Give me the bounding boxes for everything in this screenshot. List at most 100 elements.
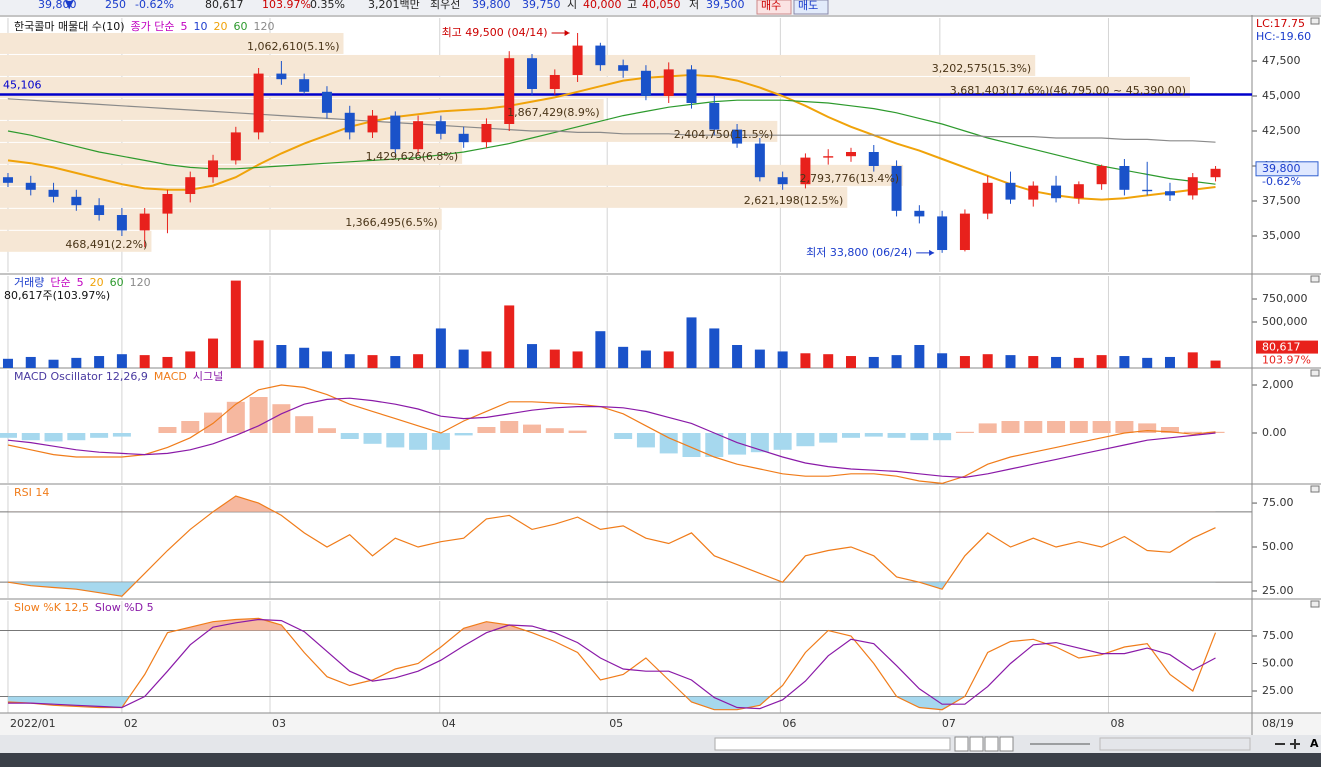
candle-body: [276, 73, 287, 80]
volume-profile-label: 1,429,626(6.8%): [366, 150, 459, 163]
right-axis-area: [1252, 15, 1321, 735]
y-tick-label: 50.00: [1262, 656, 1294, 669]
sell-button-label: 매도: [798, 0, 818, 12]
volume-bar: [162, 356, 173, 368]
oscillator-bar: [340, 433, 359, 440]
legend-entry: 시그널: [193, 370, 223, 383]
candle-body: [1187, 177, 1198, 196]
sell-button[interactable]: [793, 0, 829, 15]
nav-button[interactable]: [969, 736, 984, 752]
volume-profile-label: 3,202,575(15.3%): [932, 62, 1032, 75]
candle-body: [595, 45, 606, 66]
oscillator-bar: [1138, 423, 1157, 434]
nav-button[interactable]: [984, 736, 999, 752]
volume-bar: [413, 354, 424, 368]
candle-body: [982, 182, 993, 214]
legend-entry: Slow %D 5: [95, 601, 154, 614]
volume-profile-label: 1,867,429(8.9%): [507, 106, 600, 119]
oscillator-bar: [1069, 421, 1088, 434]
volume-profile-label: 468,491(2.2%): [65, 238, 147, 251]
candle-body: [1119, 166, 1130, 190]
volume-bar: [253, 340, 264, 368]
candle-body: [1164, 191, 1175, 196]
scroll-track[interactable]: [714, 737, 951, 751]
panel-corner-icon[interactable]: [1310, 17, 1320, 25]
oscillator-bar: [636, 433, 655, 448]
x-axis-area: [0, 713, 1321, 735]
volume-bar: [435, 328, 446, 368]
candle-body: [1142, 189, 1153, 192]
oscillator-bar: [1115, 421, 1134, 434]
candle-body: [139, 213, 150, 231]
header-value: 0.35%: [310, 0, 345, 11]
candle-body: [94, 205, 105, 216]
volume-bar: [868, 356, 879, 368]
oversold-fill: [7, 696, 965, 710]
oscillator-bar: [910, 433, 929, 441]
price-line-label: 45,106: [3, 79, 42, 92]
header-strip: [0, 0, 1321, 15]
overbought-fill: [7, 618, 1216, 631]
candle-body: [2, 177, 13, 183]
y-tick-label: 0.00: [1262, 426, 1287, 439]
oscillator-bar: [864, 433, 883, 437]
x-tick-label: 2022/01: [10, 717, 56, 730]
volume-bar: [914, 345, 925, 368]
panel-corner-icon[interactable]: [1310, 369, 1320, 377]
oscillator-bar: [431, 433, 450, 450]
volume-bar: [732, 345, 743, 368]
oscillator-bar: [272, 404, 291, 434]
volume-bar: [25, 356, 36, 368]
y-tick-label: 25.00: [1262, 584, 1294, 597]
candle-body: [572, 45, 583, 75]
legend-entry: RSI 14: [14, 486, 49, 499]
font-button[interactable]: A: [1310, 737, 1319, 750]
moving-average: [7, 98, 1216, 143]
volume-bar: [527, 344, 538, 368]
oscillator-bar: [158, 427, 177, 434]
legend-entry: 5: [77, 276, 84, 289]
candle-body: [185, 177, 196, 195]
volume-profile-band: [0, 54, 1036, 76]
panel-corner-icon[interactable]: [1310, 485, 1320, 493]
oscillator-bar: [1024, 421, 1043, 434]
volume-bar: [1096, 355, 1107, 368]
candle-body: [504, 58, 515, 124]
volume-profile-band: [0, 164, 904, 186]
header-value: 39,800: [472, 0, 511, 11]
candle-body: [618, 65, 629, 71]
last-volume-box: [1256, 340, 1318, 354]
oscillator-bar: [90, 433, 109, 438]
oscillator-bar: [705, 433, 724, 458]
oscillator-bar: [0, 433, 17, 438]
candle-body: [25, 182, 36, 190]
volume-bar: [982, 354, 993, 368]
volume-bar: [777, 351, 788, 368]
indicator-line: [7, 397, 1216, 479]
volume-bar: [1005, 355, 1016, 368]
volume-bar: [390, 356, 401, 368]
candle-body: [1073, 184, 1084, 199]
candle-body: [116, 215, 127, 231]
panel-corner-icon[interactable]: [1310, 275, 1320, 283]
legend: 거래량 단순 5 20 60 120: [14, 276, 151, 289]
volume-bar: [845, 356, 856, 368]
x-tick-label: 04: [442, 717, 456, 730]
oscillator-bar: [249, 397, 268, 434]
oscillator-bar: [1047, 421, 1066, 434]
volume-profile-band: [0, 186, 848, 208]
header-value: 저: [689, 0, 699, 11]
last-price-box: [1255, 161, 1319, 177]
nav-button[interactable]: [999, 736, 1014, 752]
volume-bar: [2, 358, 13, 368]
panel-corner-icon[interactable]: [1310, 600, 1320, 608]
legend: RSI 14: [14, 486, 49, 499]
nav-button[interactable]: [954, 736, 969, 752]
tool-icons[interactable]: [1099, 737, 1251, 751]
buy-button[interactable]: [756, 0, 792, 15]
candle-body: [71, 196, 82, 206]
oscillator-bar: [500, 421, 519, 434]
oscillator-bar: [44, 433, 63, 442]
volume-profile-band: [0, 230, 152, 252]
y-tick-label: 75.00: [1262, 496, 1294, 509]
